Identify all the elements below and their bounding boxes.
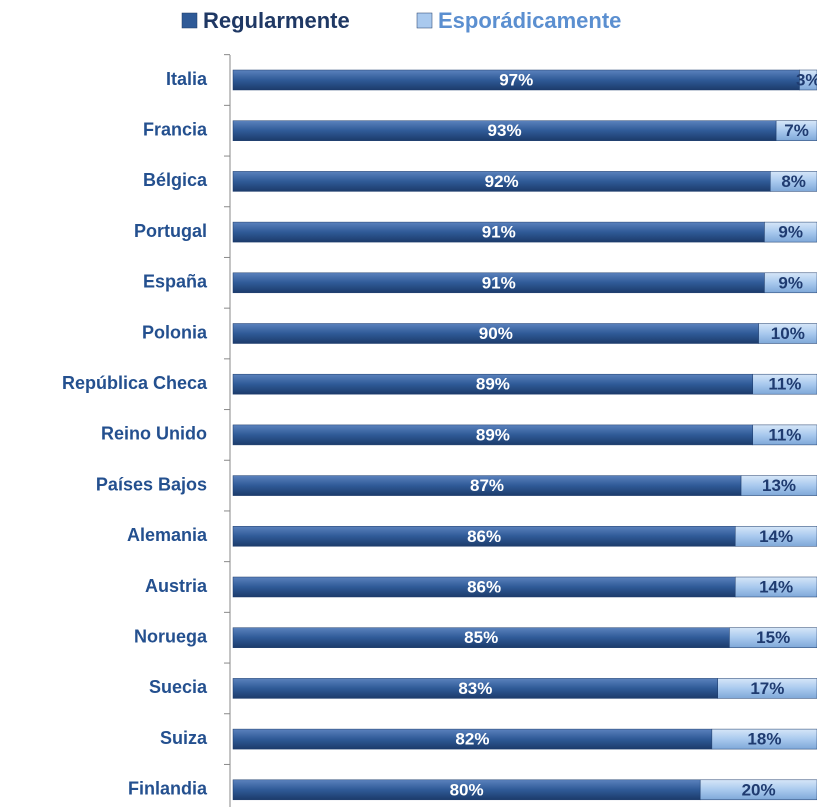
bar-segment: [699, 779, 817, 801]
category-label: Portugal: [134, 221, 207, 241]
value-label: 20%: [742, 780, 776, 799]
value-label: 11%: [768, 375, 801, 394]
value-label: 18%: [747, 730, 781, 749]
legend-swatch: [416, 12, 433, 29]
value-label: 15%: [756, 628, 790, 647]
legend-swatch: [181, 12, 198, 29]
value-label: 80%: [450, 780, 484, 799]
category-label: Reino Unido: [101, 424, 207, 444]
category-label: Polonia: [142, 322, 208, 342]
bar-segment: [752, 373, 817, 395]
bar-segment: [729, 627, 817, 648]
value-label: 7%: [784, 121, 809, 140]
value-label: 86%: [467, 527, 501, 546]
category-label: Suiza: [160, 728, 208, 748]
category-label: España: [143, 272, 208, 292]
legend-label: Regularmente: [203, 8, 350, 33]
value-label: 8%: [781, 172, 806, 191]
value-label: 97%: [499, 70, 533, 89]
value-label: 9%: [778, 273, 803, 292]
bar-segment: [740, 475, 817, 496]
category-label: Finlandia: [128, 779, 208, 799]
category-label: Bélgica: [143, 170, 208, 190]
legend-label: Esporádicamente: [438, 8, 621, 33]
value-label: 13%: [762, 476, 796, 495]
category-label: Italia: [166, 69, 208, 89]
value-label: 9%: [778, 223, 803, 242]
value-label: 14%: [759, 527, 793, 546]
value-label: 89%: [476, 425, 510, 444]
category-label: Suecia: [149, 677, 208, 697]
value-label: 85%: [464, 628, 498, 647]
bar-segment: [770, 171, 817, 192]
value-label: 92%: [485, 172, 519, 191]
bar-segment: [711, 728, 817, 750]
value-label: 83%: [458, 679, 492, 698]
value-label: 82%: [455, 730, 489, 749]
bar-segment: [764, 221, 817, 243]
value-label: 86%: [467, 577, 501, 596]
category-label: Países Bajos: [96, 474, 207, 494]
value-label: 90%: [479, 324, 513, 343]
value-label: 93%: [488, 121, 522, 140]
value-label: 10%: [771, 324, 805, 343]
value-label: 91%: [482, 223, 516, 242]
category-label: Francia: [143, 119, 208, 139]
category-label: Alemania: [127, 525, 208, 545]
value-label: 14%: [759, 577, 793, 596]
category-label: Noruega: [134, 626, 208, 646]
value-label: 17%: [750, 679, 784, 698]
bar-segment: [764, 272, 817, 294]
value-label: 11%: [768, 425, 801, 444]
value-label: 3%: [796, 70, 817, 89]
value-label: 89%: [476, 375, 510, 394]
value-label: 87%: [470, 476, 504, 495]
category-label: República Checa: [62, 373, 208, 393]
bar-segment: [752, 424, 817, 446]
value-label: 91%: [482, 273, 516, 292]
category-label: Austria: [145, 576, 208, 596]
